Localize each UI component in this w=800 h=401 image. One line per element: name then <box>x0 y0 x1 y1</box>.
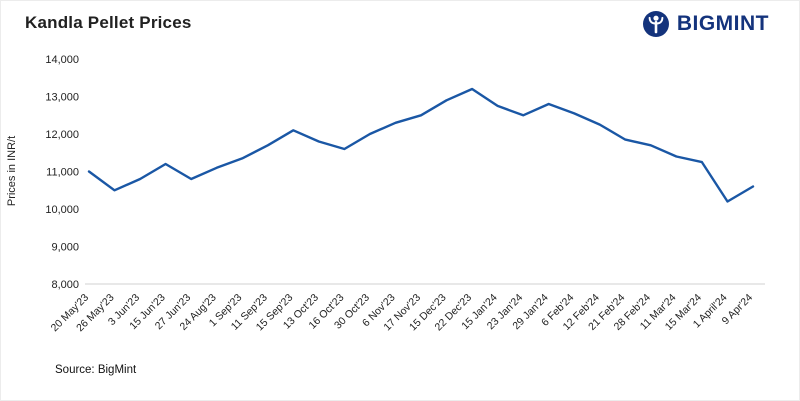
y-axis-tick-label: 13,000 <box>45 92 79 104</box>
y-axis-tick-label: 12,000 <box>45 129 79 141</box>
page-title: Kandla Pellet Prices <box>25 13 192 32</box>
bigmint-logo: BIGMINT <box>642 10 769 38</box>
bigmint-logo-icon <box>642 11 669 37</box>
y-axis-tick-label: 8,000 <box>51 279 79 291</box>
y-axis-tick-label: 14,000 <box>45 54 79 66</box>
y-axis-tick-label: 10,000 <box>45 204 79 216</box>
y-axis-tick-label: 9,000 <box>51 242 79 254</box>
bigmint-logo-text: BIGMINT <box>676 12 769 35</box>
price-line-chart: Prices in INR/t 8,000 9,000 10,000 11,000 12… <box>6 54 765 334</box>
y-axis-title: Prices in INR/t <box>6 136 18 206</box>
y-axis-tick-label: 11,000 <box>46 167 79 179</box>
source-note: Source: BigMint <box>55 364 137 376</box>
price-line-series <box>87 87 755 203</box>
